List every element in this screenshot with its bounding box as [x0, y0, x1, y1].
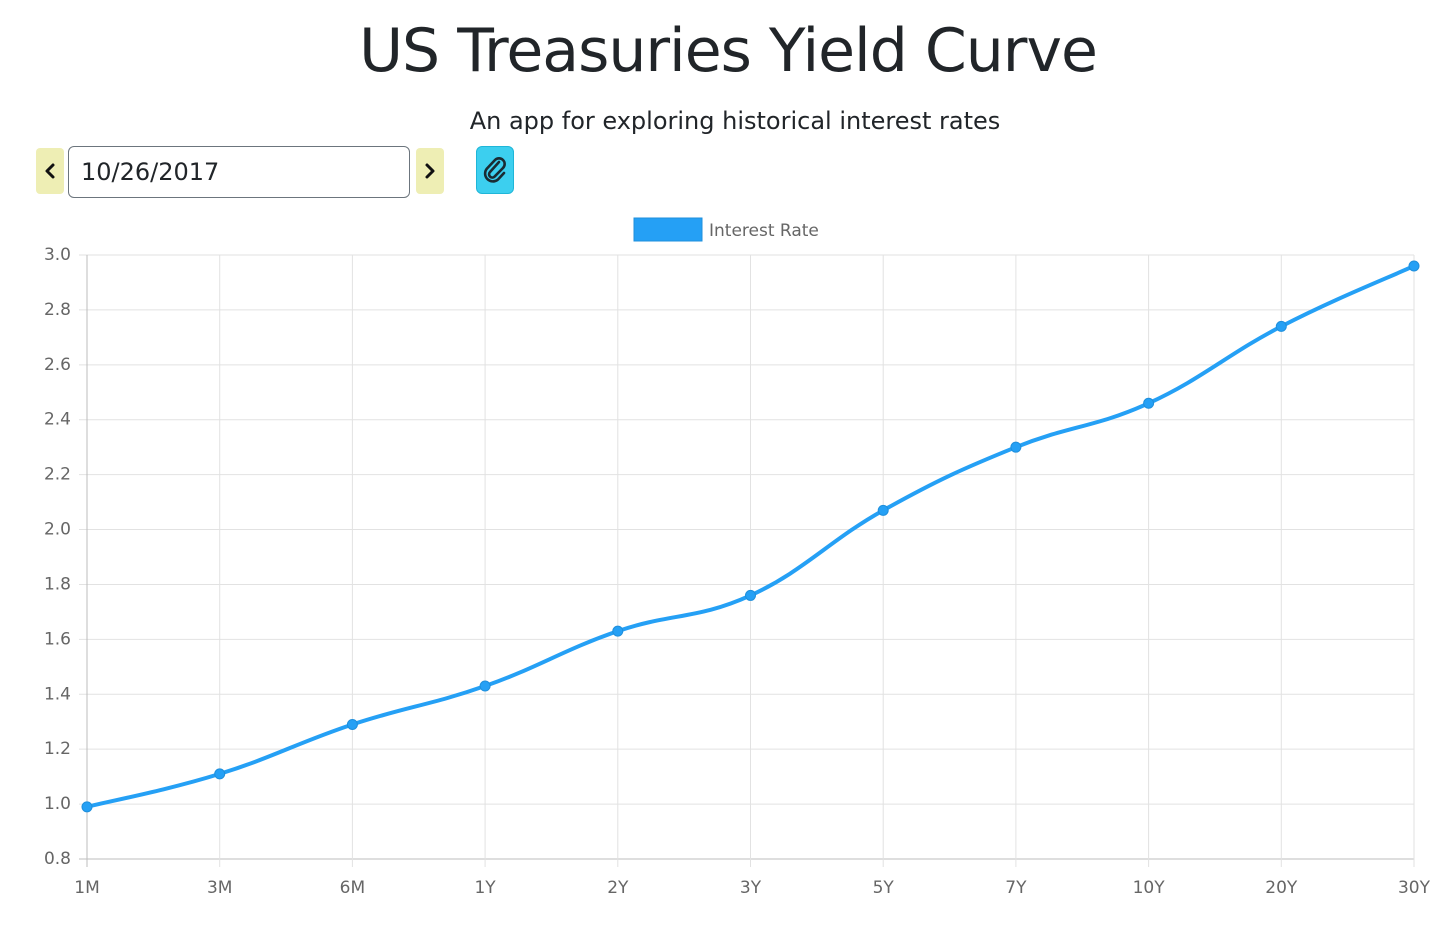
x-tick-label: 10Y: [1133, 878, 1166, 898]
x-tick-label: 5Y: [873, 878, 895, 898]
data-point: [877, 504, 889, 516]
y-tick-label: 1.6: [44, 629, 71, 649]
copy-link-button[interactable]: [476, 146, 514, 194]
x-tick-label: 2Y: [607, 878, 629, 898]
page-title: US Treasuries Yield Curve: [359, 16, 1098, 86]
data-point: [1143, 397, 1155, 409]
data-point: [81, 801, 93, 813]
y-tick-label: 2.4: [44, 410, 71, 430]
data-point: [745, 589, 756, 601]
chevron-right-icon: [425, 163, 435, 179]
legend-label: Interest Rate: [709, 221, 819, 241]
y-tick-label: 1.4: [44, 684, 71, 704]
y-tick-label: 2.8: [44, 300, 71, 320]
data-point: [1408, 260, 1420, 272]
y-tick-label: 2.2: [44, 465, 71, 485]
data-point: [1275, 320, 1287, 332]
x-tick-label: 1Y: [474, 878, 496, 898]
page-subtitle: An app for exploring historical interest…: [469, 107, 1001, 135]
chevron-left-icon: [45, 163, 55, 179]
previous-date-button[interactable]: [36, 148, 64, 194]
x-tick-label: 6M: [340, 878, 365, 898]
x-tick-label: 3M: [207, 878, 232, 898]
y-tick-label: 1.2: [44, 739, 71, 759]
x-tick-label: 1M: [74, 878, 99, 898]
x-tick-label: 7Y: [1005, 878, 1027, 898]
series-line-interest-rate: [85, 263, 1416, 809]
next-date-button[interactable]: [416, 148, 444, 194]
y-tick-label: 2.6: [44, 355, 71, 375]
data-point: [612, 625, 624, 637]
y-tick-label: 1.8: [44, 574, 71, 594]
data-point: [346, 718, 358, 730]
x-tick-label: 30Y: [1398, 878, 1431, 898]
paperclip-icon: [483, 157, 506, 183]
legend-swatch: [633, 217, 703, 242]
data-point: [479, 680, 491, 692]
y-tick-label: 0.8: [44, 849, 71, 869]
y-tick-label: 2.0: [44, 520, 71, 540]
data-point: [214, 768, 226, 780]
data-point: [1010, 441, 1022, 453]
yield-curve-chart: 0.8 1.0 1.2 1.4 1.6 1.8 2.0 2.2 2.4 2.6 2.8 3.0 1M 3M…: [0, 210, 1456, 910]
y-tick-label: 3.0: [44, 245, 71, 265]
x-tick-label: 3Y: [740, 878, 762, 898]
x-tick-label: 20Y: [1265, 878, 1298, 898]
date-input[interactable]: [68, 146, 410, 198]
chart-canvas: 0.8 1.0 1.2 1.4 1.6 1.8 2.0 2.2 2.4 2.6 2.8 3.0 1M 3M…: [44, 217, 1431, 898]
y-tick-label: 1.0: [44, 794, 71, 814]
